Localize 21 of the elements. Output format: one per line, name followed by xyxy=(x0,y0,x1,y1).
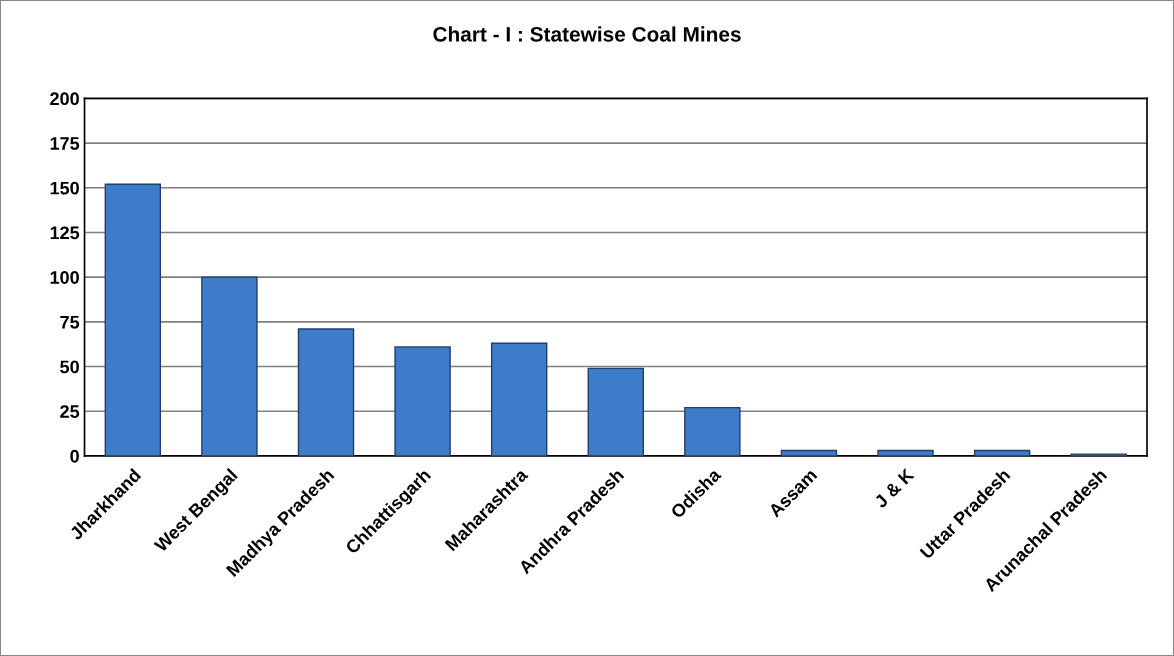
y-tick-label: 200 xyxy=(50,92,79,106)
y-tick-label: 125 xyxy=(50,226,80,240)
y-tick-label: 100 xyxy=(50,271,79,284)
bar xyxy=(587,367,644,456)
bar xyxy=(394,346,451,456)
y-tick-label: 75 xyxy=(60,315,80,329)
y-tick-label: 150 xyxy=(50,181,79,195)
bar xyxy=(684,406,741,456)
chart-title: Chart - I : Statewise Coal Mines xyxy=(433,26,741,42)
bar xyxy=(104,183,162,456)
bar xyxy=(973,449,1031,456)
bar xyxy=(490,342,548,456)
bar xyxy=(201,276,258,456)
y-tick-label: 175 xyxy=(50,137,80,150)
x-tick-label: J & K xyxy=(873,467,915,509)
y-tick-label: 0 xyxy=(70,449,79,463)
y-tick-label: 25 xyxy=(60,405,80,418)
bar xyxy=(297,328,355,456)
y-tick-label: 50 xyxy=(60,360,79,374)
bar xyxy=(877,449,934,456)
bar xyxy=(780,449,838,456)
